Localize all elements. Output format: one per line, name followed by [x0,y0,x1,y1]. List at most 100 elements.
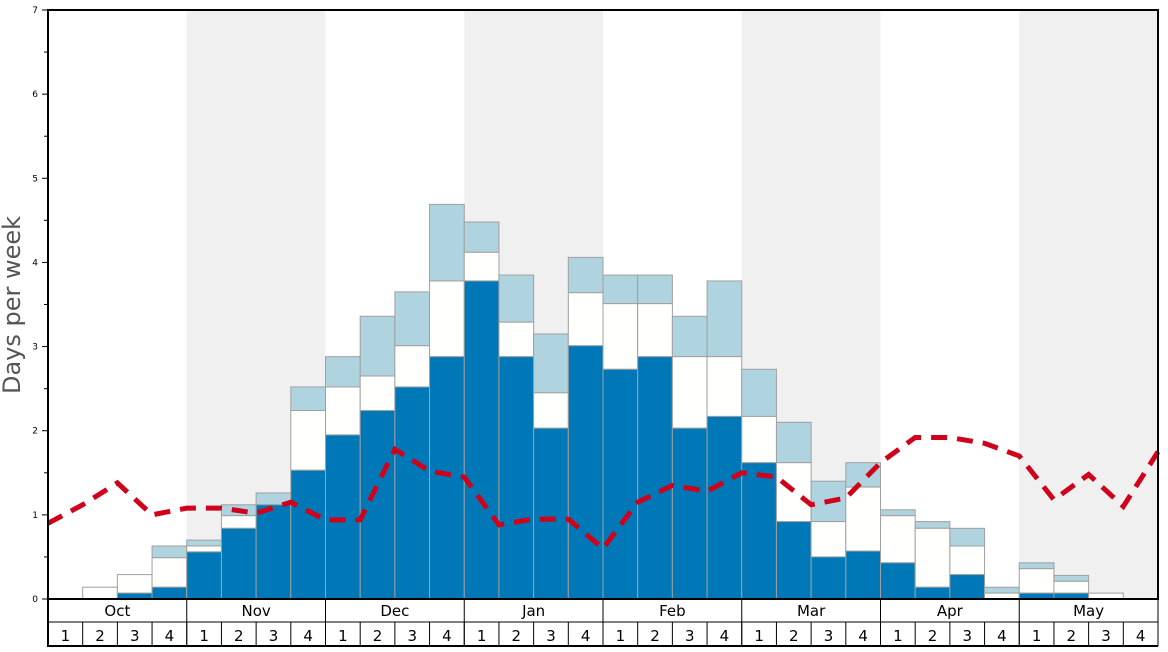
week-label: 4 [858,627,868,645]
bar-white [567,292,604,347]
month-label: Feb [659,602,686,620]
bar-light [567,256,604,294]
bar-white [394,345,431,388]
bar-light [498,274,535,323]
week-label: 4 [997,627,1007,645]
bar-light [359,315,396,377]
bar-dark [706,415,743,600]
week-label: 3 [130,627,140,645]
bar-white [914,527,951,588]
month-label: Nov [241,602,270,620]
week-label: 3 [269,627,279,645]
bar-dark [220,527,257,600]
bar-light [533,333,569,394]
bar-light [602,274,639,305]
week-label: 3 [962,627,972,645]
bar-light [1018,562,1055,570]
y-tick-label: 7 [32,6,38,16]
bar-white [880,515,916,564]
bar-dark [637,356,673,600]
y-tick-label: 3 [32,343,38,353]
week-label: 4 [1136,627,1146,645]
bar-light [463,221,500,253]
week-label: 1 [61,627,71,645]
month-label: Apr [937,602,964,620]
bar-light [984,586,1020,594]
bar-white [1018,568,1055,594]
bar-dark [359,410,396,600]
bar-light [775,421,812,464]
bar-dark [498,356,535,600]
bar-light [706,280,743,358]
month-label: Dec [380,602,409,620]
bar-light [1053,574,1090,582]
bar-light [741,368,777,417]
week-label: 3 [824,627,834,645]
week-label: 3 [685,627,695,645]
bar-white [325,386,361,436]
week-label: 4 [581,627,591,645]
y-tick-label: 0 [32,595,38,605]
y-tick-label: 5 [32,174,38,184]
week-label: 4 [442,627,452,645]
bar-dark [567,345,604,600]
month-label: Oct [104,602,130,620]
week-label: 1 [338,627,348,645]
bar-dark [394,386,431,600]
bar-white [533,392,569,429]
week-label: 4 [303,627,313,645]
week-label: 2 [234,627,244,645]
month-label: Mar [797,602,826,620]
week-label: 1 [1032,627,1042,645]
bar-white [637,303,673,358]
bar-dark [186,551,222,600]
week-label: 3 [546,627,556,645]
bar-white [706,356,743,417]
month-label: Jan [521,602,545,620]
week-label: 2 [373,627,383,645]
bar-dark [463,280,500,600]
week-label: 1 [616,627,626,645]
bar-dark [880,562,916,600]
bar-white [602,303,639,370]
bar-dark [845,550,881,600]
bar-light [325,356,361,388]
bar-white [220,515,257,529]
bar-dark [151,586,188,600]
bar-light [186,539,222,547]
bar-white [359,375,396,412]
week-label: 1 [199,627,209,645]
bar-white [151,557,188,588]
bar-white [186,545,222,553]
bar-white [810,521,847,558]
bar-white [1053,580,1090,594]
bar-white [82,586,118,600]
bar-light [394,291,431,347]
bar-light [429,203,465,282]
y-axis-label: Days per week [0,216,26,394]
week-label: 2 [95,627,105,645]
week-label: 2 [512,627,522,645]
bar-dark [810,556,847,600]
y-tick-label: 6 [32,90,38,100]
week-label: 2 [650,627,660,645]
week-label: 4 [165,627,175,645]
bar-light [671,315,708,358]
bar-light [914,521,951,529]
bar-light [637,274,673,305]
bar-dark [429,356,465,600]
bar-dark [255,504,292,600]
month-label: May [1073,602,1104,620]
y-tick-label: 2 [32,427,38,437]
bar-white [671,356,708,429]
bar-dark [325,434,361,600]
y-tick-label: 4 [32,258,38,268]
bar-light [949,527,986,547]
bar-white [463,251,500,282]
dashed-trend-line [46,434,1161,553]
week-label: 4 [720,627,730,645]
bar-dark [533,427,569,600]
week-label: 1 [477,627,487,645]
bar-white [845,486,881,552]
